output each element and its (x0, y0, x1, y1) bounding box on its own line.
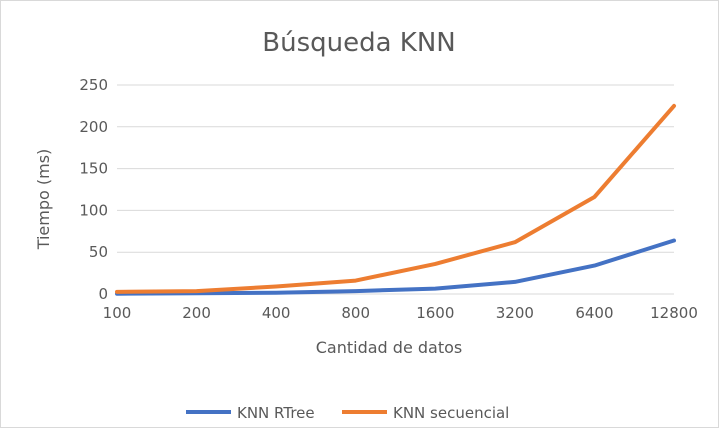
x-tick-label-200: 200 (182, 304, 211, 322)
x-axis-title: Cantidad de datos (316, 338, 462, 357)
x-tick-label-800: 800 (341, 304, 370, 322)
y-tick-label-150: 150 (79, 160, 108, 178)
x-axis-ticks: 100 200 400 800 1600 3200 6400 12800 (103, 304, 698, 322)
y-tick-label-200: 200 (79, 118, 108, 136)
x-tick-label-6400: 6400 (575, 304, 613, 322)
legend-entry-2: KNN secuencial (393, 404, 509, 422)
y-tick-label-100: 100 (79, 201, 108, 219)
gridlines (117, 84, 674, 295)
y-axis-title: Tiempo (ms) (34, 149, 53, 251)
x-tick-label-3200: 3200 (496, 304, 534, 322)
y-tick-label-50: 50 (89, 243, 108, 261)
chart-title: Búsqueda KNN (262, 28, 456, 58)
x-tick-label-12800: 12800 (650, 304, 698, 322)
x-tick-label-400: 400 (262, 304, 291, 322)
y-axis-ticks: 0 50 100 150 200 250 (79, 76, 108, 303)
series-line-2 (115, 103, 676, 294)
legend-entry-1: KNN RTree (237, 404, 315, 422)
legend: KNN RTree KNN secuencial (186, 404, 509, 422)
series-lines (115, 103, 676, 296)
y-tick-label-250: 250 (79, 76, 108, 94)
x-tick-label-1600: 1600 (416, 304, 454, 322)
y-tick-label-0: 0 (98, 285, 108, 303)
series-line-1 (115, 238, 676, 296)
x-tick-label-100: 100 (103, 304, 132, 322)
